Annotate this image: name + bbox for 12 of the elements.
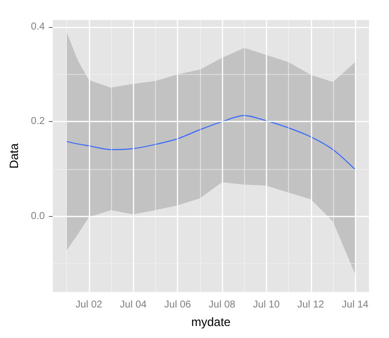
- x-tick-label: Jul 12: [297, 300, 325, 310]
- y-axis-title: Data: [7, 143, 21, 169]
- y-tick-label: 0.4: [30, 22, 46, 33]
- x-tick-label: Jul 14: [342, 300, 369, 310]
- x-tick-label: Jul 02: [76, 300, 103, 310]
- x-tick-label: Jul 04: [120, 300, 148, 310]
- x-tick-label: Jul 06: [164, 300, 192, 310]
- x-tick-label: Jul 10: [253, 300, 280, 310]
- x-tick-label: Jul 08: [208, 300, 236, 310]
- y-tick-label: 0.2: [30, 116, 46, 128]
- x-axis-title: mydate: [191, 315, 231, 329]
- y-tick-label: 0.0: [30, 210, 46, 222]
